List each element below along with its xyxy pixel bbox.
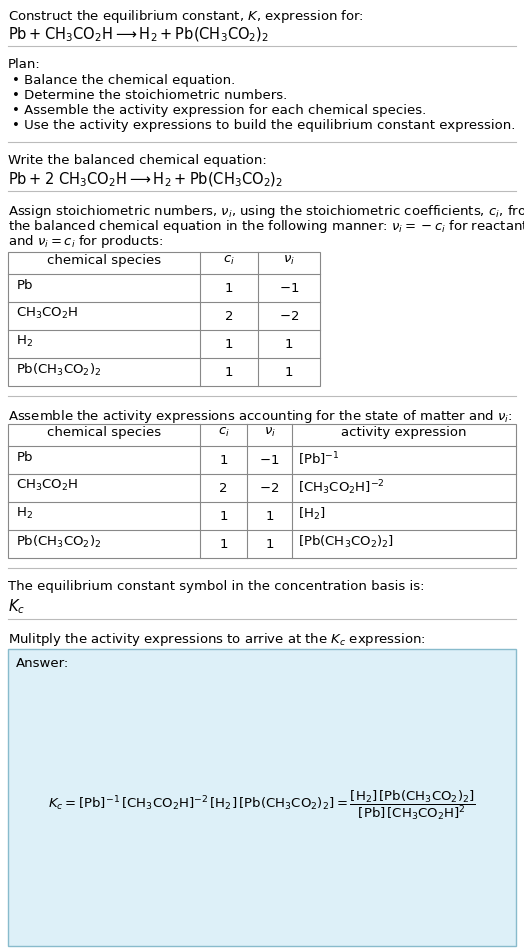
Text: 1: 1: [225, 365, 233, 378]
Text: $\mathrm{Pb + 2\ CH_3CO_2H} \longrightarrow \mathrm{H_2 + Pb(CH_3CO_2)_2}$: $\mathrm{Pb + 2\ CH_3CO_2H} \longrightar…: [8, 171, 283, 189]
Text: • Use the activity expressions to build the equilibrium constant expression.: • Use the activity expressions to build …: [12, 119, 516, 132]
Text: 1: 1: [225, 281, 233, 295]
Text: $1$: $1$: [285, 365, 293, 378]
Text: $[\mathrm{Pb}]^{-1}$: $[\mathrm{Pb}]^{-1}$: [298, 450, 340, 468]
Text: 1: 1: [219, 510, 228, 522]
Text: $K_c = [\mathrm{Pb}]^{-1}\,[\mathrm{CH_3CO_2H}]^{-2}\,[\mathrm{H_2}]\,[\mathrm{P: $K_c = [\mathrm{Pb}]^{-1}\,[\mathrm{CH_3…: [48, 788, 476, 823]
Text: activity expression: activity expression: [341, 426, 467, 439]
Bar: [8, 649, 516, 946]
Text: $-2$: $-2$: [259, 481, 280, 495]
Text: • Determine the stoichiometric numbers.: • Determine the stoichiometric numbers.: [12, 89, 287, 102]
Text: Mulitply the activity expressions to arrive at the $K_c$ expression:: Mulitply the activity expressions to arr…: [8, 631, 426, 648]
Text: $\mathrm{Pb + CH_3CO_2H} \longrightarrow \mathrm{H_2 + Pb(CH_3CO_2)_2}$: $\mathrm{Pb + CH_3CO_2H} \longrightarrow…: [8, 26, 269, 45]
Text: $\nu_i$: $\nu_i$: [283, 254, 295, 267]
Text: • Assemble the activity expression for each chemical species.: • Assemble the activity expression for e…: [12, 104, 426, 117]
Text: The equilibrium constant symbol in the concentration basis is:: The equilibrium constant symbol in the c…: [8, 580, 424, 593]
Text: $-1$: $-1$: [279, 281, 299, 295]
Text: Assign stoichiometric numbers, $\nu_i$, using the stoichiometric coefficients, $: Assign stoichiometric numbers, $\nu_i$, …: [8, 203, 524, 220]
Text: $\mathrm{CH_3CO_2H}$: $\mathrm{CH_3CO_2H}$: [16, 306, 78, 321]
Text: 1: 1: [219, 537, 228, 551]
Text: the balanced chemical equation in the following manner: $\nu_i = -c_i$ for react: the balanced chemical equation in the fo…: [8, 218, 524, 235]
Text: 1: 1: [219, 454, 228, 467]
Text: chemical species: chemical species: [47, 254, 161, 267]
Text: $\mathrm{Pb(CH_3CO_2)_2}$: $\mathrm{Pb(CH_3CO_2)_2}$: [16, 362, 102, 378]
Text: $c_i$: $c_i$: [217, 426, 230, 439]
Text: $[\mathrm{H_2}]$: $[\mathrm{H_2}]$: [298, 506, 325, 522]
Text: • Balance the chemical equation.: • Balance the chemical equation.: [12, 74, 235, 87]
Text: 2: 2: [219, 481, 228, 495]
Text: Plan:: Plan:: [8, 58, 41, 71]
Text: $[\mathrm{Pb(CH_3CO_2)_2}]$: $[\mathrm{Pb(CH_3CO_2)_2}]$: [298, 534, 394, 550]
Text: $c_i$: $c_i$: [223, 254, 235, 267]
Text: $\nu_i$: $\nu_i$: [264, 426, 276, 439]
Text: $\mathrm{H_2}$: $\mathrm{H_2}$: [16, 334, 33, 349]
Text: $-1$: $-1$: [259, 454, 280, 467]
Text: $-2$: $-2$: [279, 309, 299, 322]
Bar: [8, 424, 516, 558]
Bar: [8, 252, 320, 386]
Text: $\mathrm{Pb}$: $\mathrm{Pb}$: [16, 278, 34, 292]
Text: $1$: $1$: [285, 338, 293, 351]
Text: Answer:: Answer:: [16, 657, 69, 670]
Text: $\mathrm{CH_3CO_2H}$: $\mathrm{CH_3CO_2H}$: [16, 478, 78, 494]
Text: and $\nu_i = c_i$ for products:: and $\nu_i = c_i$ for products:: [8, 233, 163, 250]
Text: chemical species: chemical species: [47, 426, 161, 439]
Text: $\mathrm{H_2}$: $\mathrm{H_2}$: [16, 506, 33, 521]
Text: Assemble the activity expressions accounting for the state of matter and $\nu_i$: Assemble the activity expressions accoun…: [8, 408, 512, 425]
Text: Write the balanced chemical equation:: Write the balanced chemical equation:: [8, 154, 267, 167]
Text: Construct the equilibrium constant, $K$, expression for:: Construct the equilibrium constant, $K$,…: [8, 8, 364, 25]
Text: $1$: $1$: [265, 537, 274, 551]
Text: $\mathrm{Pb}$: $\mathrm{Pb}$: [16, 450, 34, 464]
Text: $\mathrm{Pb(CH_3CO_2)_2}$: $\mathrm{Pb(CH_3CO_2)_2}$: [16, 534, 102, 550]
Text: $K_c$: $K_c$: [8, 597, 25, 615]
Text: $1$: $1$: [265, 510, 274, 522]
Text: $[\mathrm{CH_3CO_2H}]^{-2}$: $[\mathrm{CH_3CO_2H}]^{-2}$: [298, 478, 385, 496]
Text: 2: 2: [225, 309, 233, 322]
Text: 1: 1: [225, 338, 233, 351]
